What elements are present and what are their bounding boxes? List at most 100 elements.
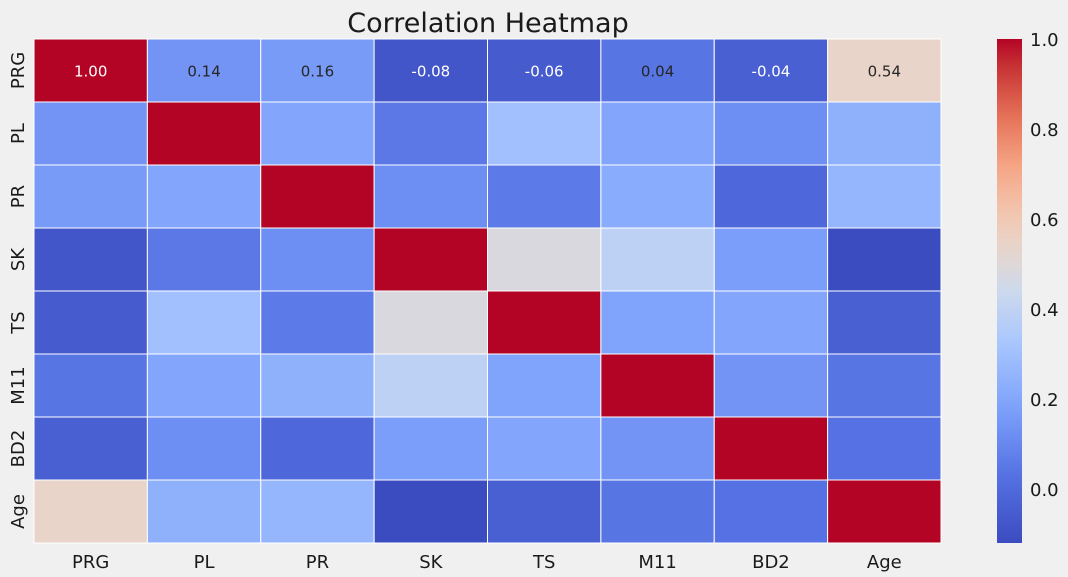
heatmap-cell	[146, 479, 262, 544]
y-tick-label: PR	[8, 185, 29, 208]
heatmap-cell	[600, 290, 715, 355]
heatmap-cell	[827, 227, 942, 292]
heatmap-cell	[373, 38, 488, 103]
heatmap-cell	[713, 479, 829, 544]
chart-title: Correlation Heatmap	[347, 8, 629, 39]
heatmap-cell	[487, 227, 602, 292]
colorbar-tick-label: 0.0	[1030, 480, 1059, 501]
heatmap-cell	[260, 164, 375, 229]
heatmap-cell	[33, 290, 148, 355]
heatmap-cell	[827, 290, 942, 355]
heatmap-cell	[827, 38, 942, 103]
heatmap-cell	[487, 101, 602, 166]
colorbar	[997, 39, 1022, 543]
heatmap-cell	[600, 38, 715, 103]
heatmap-cell	[713, 227, 829, 292]
y-tick-label: PRG	[8, 52, 29, 89]
heatmap-cell	[260, 227, 375, 292]
heatmap-cell	[373, 416, 488, 481]
heatmap-cell	[260, 290, 375, 355]
heatmap-cell	[373, 101, 488, 166]
cell-annotation: 0.14	[187, 63, 220, 81]
heatmap-cell	[600, 101, 715, 166]
heatmap-cell	[373, 353, 488, 418]
x-tick-labels: PRG PL PR SK TS M11 BD2 Age	[72, 552, 902, 573]
y-tick-label: Age	[8, 494, 29, 529]
heatmap-cell	[260, 416, 375, 481]
x-tick-label: M11	[638, 552, 676, 573]
heatmap-cell	[33, 101, 148, 166]
heatmap-cell	[373, 479, 488, 544]
heatmap-cell	[600, 227, 715, 292]
heatmap-cell	[146, 353, 262, 418]
heatmap-cell	[146, 38, 262, 103]
x-tick-label: Age	[867, 552, 902, 573]
heatmap-cell	[146, 101, 262, 166]
heatmap-cell	[487, 290, 602, 355]
heatmap-cell	[713, 164, 829, 229]
heatmap-cell	[827, 164, 942, 229]
heatmap-cell	[33, 353, 148, 418]
heatmap-annotations: 1.00 0.14 0.16 -0.08 -0.06 0.04 -0.04 0.54	[74, 63, 901, 81]
colorbar-ticks: 0.0 0.2 0.4 0.6 0.8 1.0	[1030, 30, 1059, 501]
heatmap-cell	[33, 479, 148, 544]
heatmap-cell	[373, 290, 488, 355]
colorbar-tick-label: 0.6	[1030, 210, 1059, 231]
heatmap-cell	[146, 290, 262, 355]
heatmap-cell	[713, 290, 829, 355]
heatmap-cell	[487, 416, 602, 481]
heatmap-cell	[146, 416, 262, 481]
x-tick-label: TS	[532, 552, 555, 573]
y-tick-label: PL	[8, 123, 29, 144]
heatmap-cell	[600, 164, 715, 229]
heatmap-cell	[827, 101, 942, 166]
y-tick-label: M11	[8, 366, 29, 404]
y-tick-label: TS	[8, 311, 29, 334]
heatmap-cell	[600, 353, 715, 418]
heatmap-cell	[487, 38, 602, 103]
colorbar-tick-label: 0.8	[1030, 120, 1059, 141]
colorbar-tick-label: 0.2	[1030, 390, 1059, 411]
heatmap-cell	[260, 353, 375, 418]
x-tick-label: PR	[306, 552, 329, 573]
heatmap-cell	[713, 353, 829, 418]
heatmap-cell	[713, 101, 829, 166]
cell-annotation: 0.04	[641, 63, 674, 81]
heatmap-cell	[260, 479, 375, 544]
heatmap-cell	[487, 164, 602, 229]
colorbar-tick-label: 1.0	[1030, 30, 1059, 51]
heatmap-cell	[487, 353, 602, 418]
heatmap-cell	[260, 38, 375, 103]
x-tick-label: SK	[419, 552, 443, 573]
cell-annotation: -0.08	[411, 63, 450, 81]
cell-annotation: 0.16	[301, 63, 334, 81]
heatmap-cell	[827, 479, 942, 544]
heatmap-cell	[827, 416, 942, 481]
y-tick-labels: PRG PL PR SK TS M11 BD2 Age	[8, 52, 29, 529]
heatmap-cell	[373, 164, 488, 229]
colorbar-tick-label: 0.4	[1030, 300, 1059, 321]
heatmap-cell	[33, 227, 148, 292]
y-tick-label: BD2	[8, 430, 29, 468]
heatmap-cell	[713, 416, 829, 481]
heatmap-cell	[33, 164, 148, 229]
x-tick-label: PL	[194, 552, 215, 573]
x-tick-label: PRG	[72, 552, 109, 573]
x-tick-label: BD2	[752, 552, 790, 573]
heatmap-cell	[827, 353, 942, 418]
heatmap-cell	[146, 227, 262, 292]
cell-annotation: 0.54	[868, 63, 901, 81]
heatmap-cell	[487, 479, 602, 544]
heatmap-cell	[260, 101, 375, 166]
heatmap-cell	[146, 164, 262, 229]
heatmap-cell	[33, 38, 148, 103]
heatmap-cell	[373, 227, 488, 292]
cell-annotation: -0.06	[525, 63, 564, 81]
heatmap-cell	[600, 479, 715, 544]
cell-annotation: -0.04	[752, 63, 791, 81]
heatmap-cell	[600, 416, 715, 481]
cell-annotation: 1.00	[74, 63, 107, 81]
y-tick-label: SK	[8, 247, 29, 271]
heatmap-cell	[33, 416, 148, 481]
